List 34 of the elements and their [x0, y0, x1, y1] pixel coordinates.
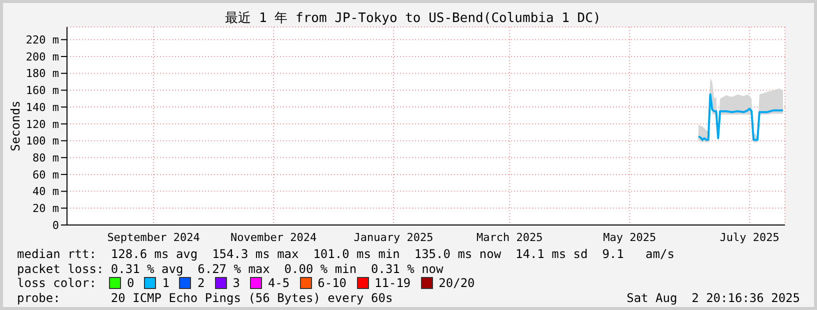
x-tick-label: November 2024: [230, 230, 317, 244]
y-tick-label: 40 m: [32, 185, 60, 198]
legend-label: 6-10: [316, 276, 347, 290]
text: Sat Aug 2 20:16:36 2025: [626, 290, 800, 305]
x-tick-label: September 2024: [107, 230, 200, 244]
text: median rtt: 128.6 ms avg 154.3 ms max 101.0 ms min 135.0 ms now 14.1 ms sd 9.1 am/s: [17, 247, 676, 262]
y-tick-label: 220 m: [26, 34, 60, 47]
y-tick-label: 0: [52, 218, 59, 232]
y-tick-label: 100 m: [26, 134, 60, 148]
x-tick-label: July 2025: [720, 230, 780, 244]
legend-label: 4-5: [266, 276, 290, 290]
x-tick-label: January 2025: [354, 230, 434, 244]
x-tick-label: May 2025: [603, 230, 656, 244]
y-tick-label: 180 m: [26, 67, 60, 80]
text: packet loss: 0.31 % avg 6.27 % max 0.00 % min 0.31 % now: [17, 262, 444, 276]
y-tick-label: 80 m: [32, 152, 60, 164]
text: probe: 20 ICMP Echo Pings (56 Bytes) every 60s: [17, 290, 393, 305]
y-axis-title: Seconds: [8, 100, 22, 152]
chart-title: 最近 1 年 from JP-Tokyo to US-Bend(Columbia 1 DC): [224, 10, 602, 27]
y-tick-label: 140 m: [26, 100, 60, 114]
y-tick-label: 160 m: [26, 84, 60, 98]
legend-label: 1: [161, 276, 170, 290]
y-tick-label: 120 m: [26, 118, 60, 131]
x-tick-label: March 2025: [476, 230, 543, 244]
legend-label: 20/20: [438, 276, 475, 290]
legend-label: 3: [232, 276, 240, 290]
y-tick-label: 200 m: [26, 50, 60, 64]
legend-label: 11-19: [374, 276, 411, 290]
y-tick-label: 20 m: [32, 202, 60, 216]
legend-label: 0: [126, 276, 134, 290]
line-series: [697, 93, 784, 141]
legend-title: loss color:: [17, 276, 98, 290]
legend-label: 2: [196, 276, 205, 290]
y-tick-label: 60 m: [32, 168, 60, 182]
